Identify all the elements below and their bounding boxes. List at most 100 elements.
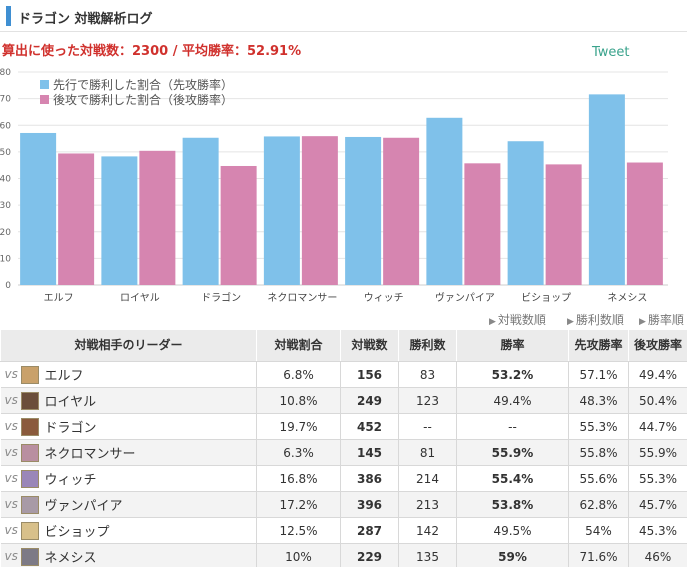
summary-text: 算出に使った対戦数：2300 / 平均勝率：52.91% [2, 44, 302, 59]
col-header-second-rate[interactable]: 後攻勝率 [628, 329, 687, 362]
vs-label: vs [4, 419, 18, 433]
leader-avatar-icon [20, 417, 39, 436]
second-rate-cell: 44.7% [628, 413, 687, 440]
sort-link-2[interactable]: ▶ 勝率順 [639, 311, 684, 328]
y-tick-label: 80 [0, 68, 11, 78]
y-tick-label: 0 [5, 281, 11, 291]
y-tick-label: 50 [0, 148, 11, 158]
bar-second [626, 162, 663, 285]
table-row: vs ネメシス 10% 229 135 59% 71.6% 46% [0, 543, 687, 567]
bar-first [263, 136, 300, 285]
rate-cell: 55.4% [456, 465, 569, 492]
rate-cell: 53.2% [456, 361, 569, 388]
leader-cell: vs ネメシス [0, 543, 257, 567]
leader-name: ロイヤル [44, 395, 97, 410]
games-cell: 452 [340, 413, 399, 440]
col-header-rate[interactable]: 勝率 [456, 329, 569, 362]
bar-second [139, 150, 176, 285]
leader-avatar-icon [20, 443, 39, 462]
second-rate-cell: 45.3% [628, 517, 687, 544]
vs-label: vs [4, 471, 18, 485]
table-header-row: 対戦相手のリーダー 対戦割合 対戦数 勝利数 勝率 先攻勝率 後攻勝率 [0, 329, 687, 362]
wins-cell: 123 [398, 387, 457, 414]
table-row: vs ビショップ 12.5% 287 142 49.5% 54% 45.3% [0, 517, 687, 544]
table-row: vs ヴァンパイア 17.2% 396 213 53.8% 62.8% 45.7% [0, 491, 687, 518]
col-header-leader[interactable]: 対戦相手のリーダー [0, 329, 257, 362]
games-cell: 287 [340, 517, 399, 544]
legend-swatch [40, 80, 49, 89]
first-rate-cell: 71.6% [568, 543, 629, 567]
sort-link-1[interactable]: ▶ 勝利数順 [567, 311, 624, 328]
first-rate-cell: 48.3% [568, 387, 629, 414]
legend-swatch [40, 95, 49, 104]
table-row: vs ロイヤル 10.8% 249 123 49.4% 48.3% 50.4% [0, 387, 687, 414]
x-tick-label: ビショップ [521, 292, 571, 304]
leader-avatar-icon [20, 547, 39, 566]
games-cell: 145 [340, 439, 399, 466]
leader-cell: vs ロイヤル [0, 387, 257, 414]
legend-label: 後攻で勝利した割合（後攻勝率） [53, 92, 233, 107]
sort-arrow-icon: ▶ [567, 317, 574, 327]
leader-cell: vs ビショップ [0, 517, 257, 544]
rate-cell: 49.5% [456, 517, 569, 544]
games-cell: 396 [340, 491, 399, 518]
bar-second [545, 164, 582, 285]
x-tick-label: ヴァンパイア [435, 291, 495, 304]
bar-first [426, 117, 463, 285]
y-tick-label: 70 [0, 95, 11, 105]
first-rate-cell: 54% [568, 517, 629, 544]
wins-cell: 142 [398, 517, 457, 544]
tweet-button[interactable]: Tweet [592, 45, 630, 60]
share-cell: 16.8% [256, 465, 341, 492]
wins-cell: 81 [398, 439, 457, 466]
second-rate-cell: 46% [628, 543, 687, 567]
leader-cell: vs エルフ [0, 361, 257, 388]
wins-cell: 213 [398, 491, 457, 518]
vs-label: vs [4, 445, 18, 459]
leader-name: ネクロマンサー [44, 447, 136, 462]
page-title: ドラゴン 対戦解析ログ [18, 12, 153, 27]
leader-name: ドラゴン [44, 421, 97, 436]
games-cell: 386 [340, 465, 399, 492]
vs-label: vs [4, 367, 18, 381]
share-cell: 10.8% [256, 387, 341, 414]
second-rate-cell: 49.4% [628, 361, 687, 388]
share-cell: 6.8% [256, 361, 341, 388]
leader-cell: vs ドラゴン [0, 413, 257, 440]
matchup-table: 対戦相手のリーダー 対戦割合 対戦数 勝利数 勝率 先攻勝率 後攻勝率 vs エル… [0, 329, 687, 567]
first-rate-cell: 55.8% [568, 439, 629, 466]
y-tick-label: 30 [0, 201, 11, 211]
share-cell: 12.5% [256, 517, 341, 544]
x-tick-label: ネメシス [607, 292, 647, 304]
col-header-games[interactable]: 対戦数 [340, 329, 399, 362]
page-header: ドラゴン 対戦解析ログ [0, 0, 687, 32]
bar-second [301, 136, 338, 285]
vs-label: vs [4, 523, 18, 537]
vs-label: vs [4, 549, 18, 563]
x-tick-label: ロイヤル [120, 293, 160, 304]
x-tick-label: ウィッチ [364, 292, 404, 304]
sort-link-label: 勝率順 [647, 313, 684, 327]
col-header-first-rate[interactable]: 先攻勝率 [568, 329, 629, 362]
bar-first [345, 136, 382, 285]
sort-arrow-icon: ▶ [639, 317, 646, 327]
x-tick-label: ネクロマンサー [267, 292, 337, 304]
x-tick-label: ドラゴン [201, 291, 241, 304]
share-cell: 10% [256, 543, 341, 567]
bar-second [58, 153, 95, 285]
bar-first [101, 156, 138, 285]
col-header-wins[interactable]: 勝利数 [398, 329, 457, 362]
share-cell: 6.3% [256, 439, 341, 466]
y-tick-label: 40 [0, 175, 11, 185]
leader-name: ヴァンパイア [44, 499, 123, 514]
table-row: vs エルフ 6.8% 156 83 53.2% 57.1% 49.4% [0, 361, 687, 388]
vs-label: vs [4, 393, 18, 407]
vs-label: vs [4, 497, 18, 511]
bar-second [383, 137, 420, 285]
sort-link-0[interactable]: ▶ 対戦数順 [489, 311, 546, 328]
y-tick-label: 60 [0, 121, 11, 131]
col-header-share[interactable]: 対戦割合 [256, 329, 341, 362]
leader-cell: vs ヴァンパイア [0, 491, 257, 518]
rate-cell: 55.9% [456, 439, 569, 466]
bar-first [507, 141, 544, 285]
